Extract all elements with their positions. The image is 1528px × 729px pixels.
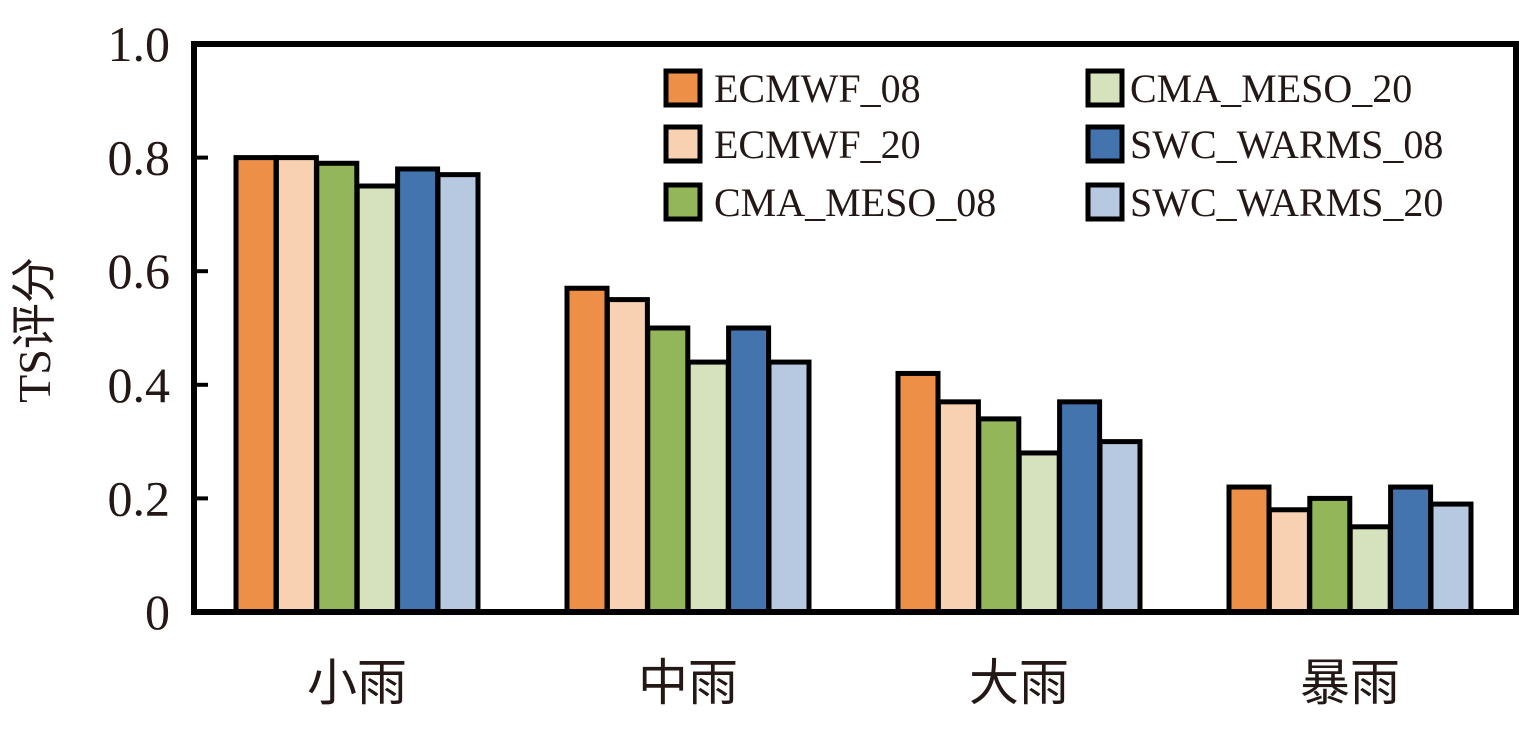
bar-swc-warms-08-2 <box>1057 399 1103 615</box>
bar-ecmwf-08-0 <box>233 155 279 615</box>
bar-swc-warms-20-1 <box>766 359 812 615</box>
bar-ecmwf-08-2 <box>895 370 941 615</box>
bar-ecmwf-20-3 <box>1266 507 1312 615</box>
legend-swatch-swc-warms-20 <box>1085 182 1125 222</box>
legend-swatch-cma-meso-08 <box>663 182 703 222</box>
legend-label: ECMWF_08 <box>714 66 921 111</box>
legend-label: ECMWF_20 <box>714 122 921 167</box>
bar-cma-meso-08-1 <box>645 325 691 615</box>
bar-swc-warms-20-2 <box>1097 439 1143 615</box>
legend-swatch-ecmwf-20 <box>663 124 703 164</box>
y-tick-label: 0.8 <box>108 130 171 186</box>
bar-swc-warms-08-3 <box>1388 484 1434 615</box>
x-category-label: 暴雨 <box>1300 654 1400 712</box>
y-axis: 0 0.2 0.4 0.6 0.8 1.0 <box>108 16 208 640</box>
bar-swc-warms-20-0 <box>435 172 481 615</box>
bar-ecmwf-20-2 <box>935 399 981 615</box>
bar-cma-meso-20-3 <box>1347 524 1393 615</box>
bar-cma-meso-20-0 <box>354 183 400 615</box>
legend-swatch-cma-meso-20 <box>1085 68 1125 108</box>
y-axis-title: TS评分 <box>9 257 60 403</box>
bar-swc-warms-08-0 <box>395 166 441 615</box>
legend-swatch-swc-warms-08 <box>1085 124 1125 164</box>
x-category-label: 中雨 <box>638 654 738 712</box>
y-tick-label: 0 <box>145 584 170 640</box>
bars-layer <box>233 155 1474 615</box>
bar-cma-meso-08-2 <box>976 416 1022 615</box>
y-tick-label: 0.6 <box>108 243 171 299</box>
bar-swc-warms-08-1 <box>726 325 772 615</box>
bar-cma-meso-08-3 <box>1307 495 1353 615</box>
legend-label: SWC_WARMS_08 <box>1130 122 1443 167</box>
bar-cma-meso-20-1 <box>685 359 731 615</box>
legend: ECMWF_08 ECMWF_20 CMA_MESO_08 CMA_MESO_20 SW… <box>663 66 1443 225</box>
legend-label: CMA_MESO_20 <box>1130 66 1412 111</box>
legend-label: SWC_WARMS_20 <box>1130 180 1443 225</box>
x-category-label: 大雨 <box>969 654 1069 712</box>
bar-ecmwf-20-0 <box>273 155 319 615</box>
bar-swc-warms-20-3 <box>1428 501 1474 615</box>
legend-swatch-ecmwf-08 <box>663 68 703 108</box>
bar-cma-meso-08-0 <box>314 160 360 615</box>
y-tick-label: 1.0 <box>108 16 171 72</box>
legend-label: CMA_MESO_08 <box>714 180 996 225</box>
y-tick-label: 0.4 <box>108 357 171 413</box>
x-category-label: 小雨 <box>307 654 407 712</box>
bar-cma-meso-20-2 <box>1016 450 1062 615</box>
x-axis: 小雨 中雨 大雨 暴雨 <box>307 654 1400 712</box>
y-tick-label: 0.2 <box>108 470 171 526</box>
plot-frame <box>191 41 1519 615</box>
bar-ecmwf-08-1 <box>564 285 610 615</box>
bar-ecmwf-20-1 <box>604 297 650 615</box>
bar-ecmwf-08-3 <box>1226 484 1272 615</box>
